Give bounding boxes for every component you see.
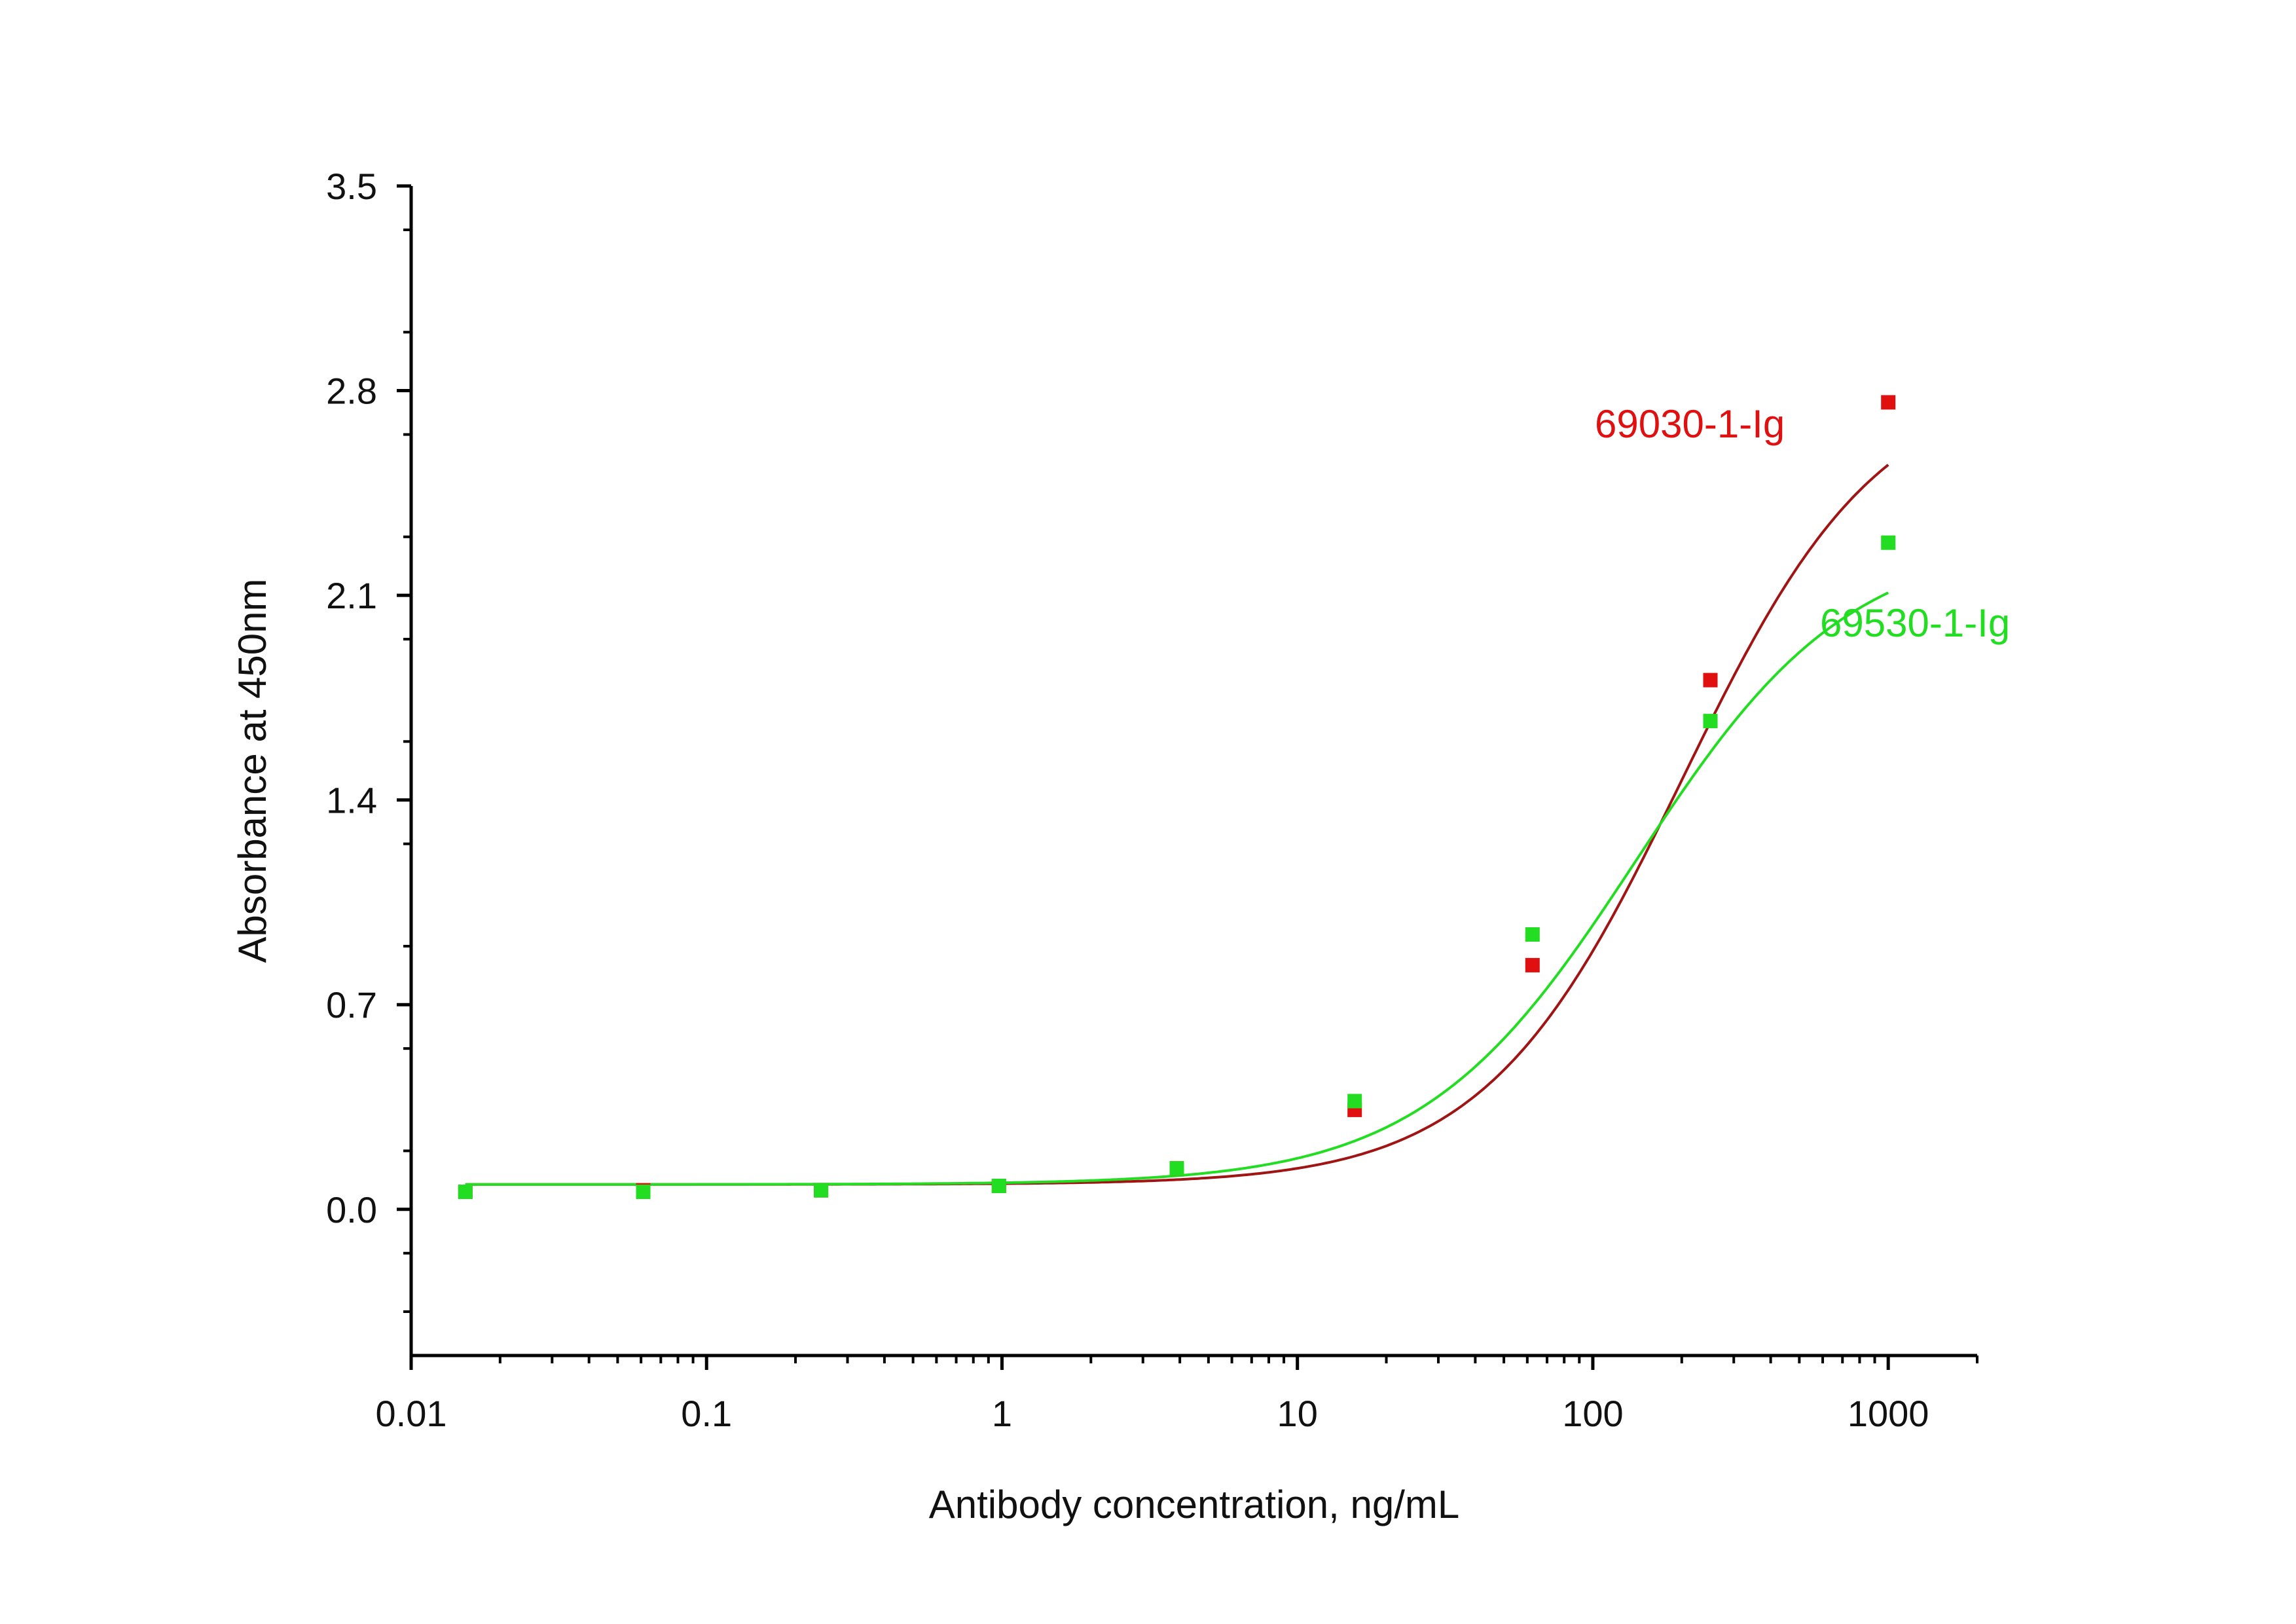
data-point-69530-1-Ig — [636, 1185, 651, 1199]
y-axis-title: Absorbance at 450nm — [230, 578, 274, 963]
y-tick-label: 3.5 — [326, 166, 377, 207]
x-tick-label: 1000 — [1848, 1393, 1929, 1434]
x-tick-label: 1 — [992, 1393, 1012, 1434]
x-axis-title: Antibody concentration, ng/mL — [929, 1483, 1460, 1526]
y-axis-ticks: 0.0 0.7 1.4 2.1 2.8 3.5 — [326, 166, 411, 1314]
series-label-69530: 69530-1-Ig — [1820, 601, 2010, 645]
y-tick-label: 0.0 — [326, 1189, 377, 1230]
data-point-69530-1-Ig — [1347, 1094, 1362, 1109]
y-tick-label: 2.1 — [326, 575, 377, 616]
x-tick-label: 100 — [1562, 1393, 1623, 1434]
fit-curves — [465, 464, 1889, 1186]
x-axis-ticks: 0.01 0.1 1 10 100 1000 — [376, 1356, 1978, 1434]
x-tick-label: 0.1 — [681, 1393, 732, 1434]
fit-curve-69030-1-Ig — [465, 464, 1889, 1186]
x-tick-label: 0.01 — [376, 1393, 447, 1434]
plot-area: 0.0 0.7 1.4 2.1 2.8 3.5 0.01 0.1 1 10 100 1000 — [326, 166, 1978, 1434]
data-points — [458, 395, 1896, 1199]
data-point-69530-1-Ig — [1703, 714, 1718, 729]
data-point-69530-1-Ig — [814, 1183, 829, 1198]
data-point-69030-1-Ig — [1703, 673, 1718, 688]
data-point-69530-1-Ig — [1881, 535, 1896, 550]
data-point-69030-1-Ig — [1881, 395, 1896, 410]
y-tick-label: 0.7 — [326, 984, 377, 1025]
x-tick-label: 10 — [1277, 1393, 1318, 1434]
fit-curve-69530-1-Ig — [465, 591, 1889, 1186]
data-point-69530-1-Ig — [1525, 927, 1540, 942]
y-tick-label: 2.8 — [326, 371, 377, 412]
series-label-69030: 69030-1-Ig — [1595, 402, 1785, 446]
y-tick-label: 1.4 — [326, 780, 377, 821]
data-point-69530-1-Ig — [1169, 1161, 1184, 1176]
data-point-69530-1-Ig — [991, 1179, 1006, 1193]
data-point-69030-1-Ig — [1525, 957, 1540, 972]
data-point-69530-1-Ig — [458, 1185, 473, 1199]
